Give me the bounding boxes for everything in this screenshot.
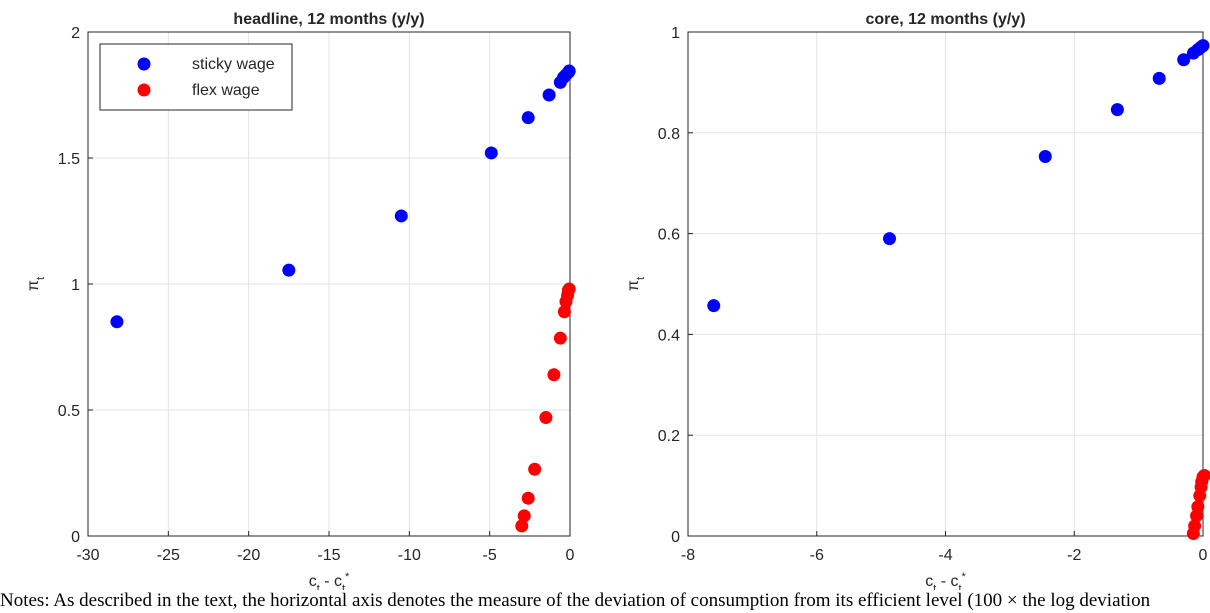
y-tick-label: 2 [71,25,80,42]
point [484,146,498,160]
x-tick-label: -4 [938,547,952,564]
axis-label-part: t [317,583,320,590]
x-tick-label: 0 [1199,547,1208,564]
y-tick-label: 0.8 [658,126,680,143]
x-tick-label: -6 [810,547,824,564]
y-tick-label: 0.5 [58,403,80,420]
point [707,299,721,313]
x-tick-label: -25 [157,547,180,564]
x-tick-label: -15 [317,547,340,564]
point [1152,71,1166,85]
point [1196,39,1210,53]
x-tick-label: -2 [1067,547,1081,564]
axis-label-part: t [958,583,961,590]
axis-label-part: * [345,571,350,583]
point [521,491,535,505]
legend-box [99,43,293,111]
axes-box [687,31,1204,537]
axis-label-part: c [309,573,317,590]
point [562,282,576,296]
point [882,232,896,246]
x-tick-label: -8 [681,547,695,564]
y-tick-label: 1 [71,277,80,294]
point [539,411,553,425]
point [1197,469,1210,483]
y-tick-label: 0.2 [658,428,680,445]
legend-marker [137,83,151,97]
x-tick-label: -30 [76,547,99,564]
y-tick-label: 0.4 [658,327,680,344]
axis-label-part: t [342,583,345,590]
point [1191,500,1205,514]
legend-label: sticky wage [192,56,275,73]
note: Notes: As described in the text, the hor… [0,590,1151,611]
x-tick-label: -20 [237,547,260,564]
legend-marker [137,57,151,71]
axis-label-part: t [35,277,47,280]
point [521,111,535,125]
axis-label-part: π [625,280,642,291]
y-tick-label: 0.6 [658,227,680,244]
point [1177,53,1191,67]
point [515,519,529,533]
axis-label-part: c [925,573,933,590]
axis-label: πt [25,277,47,291]
y-tick-label: 1.5 [58,151,80,168]
point [282,263,296,277]
point [1110,103,1124,117]
axis-label-part: * [962,571,967,583]
point [547,368,561,382]
x-tick-label: -10 [398,547,421,564]
x-tick-label: -5 [483,547,497,564]
axis-label-part: π [25,280,42,291]
axis-label-part: t [933,583,936,590]
point [562,64,576,78]
chart-title: headline, 12 months (y/y) [233,11,424,28]
axis-label-part: - c [320,573,342,590]
axis-label-part: - c [936,573,958,590]
point [394,209,408,223]
axis-label-part: t [635,277,647,280]
point [110,315,124,329]
axis-label: ct - ct* [309,571,350,590]
legend-label: flex wage [192,82,260,99]
point [542,88,556,102]
y-tick-label: 0 [671,529,680,546]
point [1188,519,1202,533]
axis-label: ct - ct* [925,571,966,590]
x-tick-label: 0 [566,547,575,564]
axis-label: πt [625,277,647,291]
point [528,462,542,476]
y-tick-label: 1 [671,25,680,42]
point [1038,149,1052,163]
point [557,305,571,319]
point [517,509,531,523]
chart-title: core, 12 months (y/y) [865,11,1025,28]
y-tick-label: 0 [71,529,80,546]
point [553,331,567,345]
